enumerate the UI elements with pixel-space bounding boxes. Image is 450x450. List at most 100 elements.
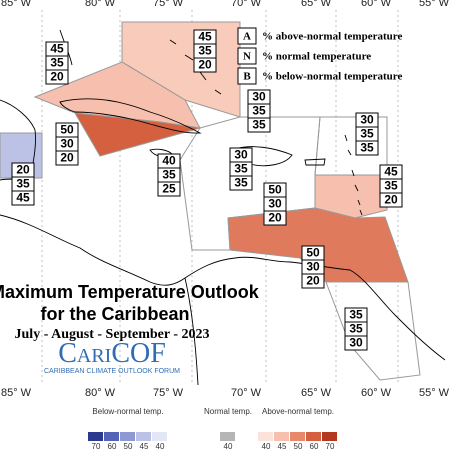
longitude-labels-bottom: 85° W 80° W 75° W 70° W 65° W 60° W 55° W	[1, 387, 450, 399]
box-value: 35	[349, 308, 363, 322]
box-value: 50	[60, 123, 74, 137]
box-value: 45	[50, 42, 64, 56]
longitude-label: 75° W	[153, 387, 184, 399]
longitude-label: 60° W	[361, 387, 392, 399]
box-value: 30	[360, 113, 374, 127]
box-value: 20	[60, 151, 74, 165]
scale-tick: 70	[326, 442, 335, 450]
box-value: 30	[306, 260, 320, 274]
scale-tick: 60	[108, 442, 117, 450]
box-value: 35	[234, 176, 248, 190]
scale-swatch	[120, 432, 135, 441]
box-value: 20	[198, 58, 212, 72]
legend-text: % normal temperature	[262, 51, 371, 63]
scale-swatch	[290, 432, 305, 441]
box-value: 35	[252, 118, 266, 132]
box-value: 35	[384, 179, 398, 193]
box-cell	[157, 181, 181, 197]
box-cell	[193, 57, 217, 73]
legend-key	[237, 27, 257, 45]
logo: CariCOF	[58, 338, 166, 369]
longitude-label: 80° W	[85, 387, 116, 399]
legend-letter: B	[243, 71, 251, 83]
scale-swatch	[136, 432, 151, 441]
scale-tick: 40	[156, 442, 165, 450]
box-value: 35	[360, 141, 374, 155]
box-value: 30	[268, 197, 282, 211]
box-value: 40	[162, 154, 176, 168]
box-cell	[247, 117, 271, 133]
period: July - August - September - 2023	[15, 327, 210, 342]
box-value: 50	[306, 246, 320, 260]
scale-swatch	[104, 432, 119, 441]
box-value: 20	[50, 70, 64, 84]
box-value: 30	[349, 336, 363, 350]
scale-label: Above-normal temp.	[262, 407, 334, 416]
scale-tick: 70	[92, 442, 101, 450]
scale-swatch	[152, 432, 167, 441]
longitude-labels-top: 85° W 80° W 75° W 70° W 65° W 60° W 55° W	[1, 0, 450, 9]
scale-tick: 50	[294, 442, 303, 450]
scale-label: Below-normal temp.	[92, 407, 163, 416]
longitude-label: 70° W	[231, 0, 262, 9]
logo-tagline: CARIBBEAN CLIMATE OUTLOOK FORUM	[44, 368, 180, 375]
scale-swatch	[274, 432, 289, 441]
scale-tick: 40	[262, 442, 271, 450]
box-value: 35	[198, 44, 212, 58]
legend-key	[237, 47, 257, 65]
box-cell	[45, 69, 69, 85]
box-value: 35	[360, 127, 374, 141]
scale-tick: 45	[278, 442, 287, 450]
longitude-label: 85° W	[1, 387, 32, 399]
color-scale: Below-normal temp. 70 60 50 45 40 Normal temp.…	[88, 407, 337, 450]
scale-tick: 60	[310, 442, 319, 450]
box-cell	[379, 192, 403, 208]
box-value: 30	[234, 148, 248, 162]
scale-tick: 50	[124, 442, 133, 450]
box-cell	[344, 335, 368, 351]
longitude-label: 55° W	[419, 387, 450, 399]
title: Maximum Temperature Outlook	[0, 282, 260, 302]
box-value: 20	[16, 163, 30, 177]
box-value: 35	[50, 56, 64, 70]
box-value: 35	[349, 322, 363, 336]
box-cell	[301, 273, 325, 289]
scale-swatch	[258, 432, 273, 441]
longitude-label: 75° W	[153, 0, 184, 9]
box-cell	[55, 150, 79, 166]
box-cell	[11, 190, 35, 206]
box-value: 45	[16, 191, 30, 205]
scale-swatch	[88, 432, 103, 441]
forecast-regions	[0, 21, 421, 381]
longitude-label: 65° W	[301, 0, 332, 9]
scale-swatch	[220, 432, 235, 441]
subtitle: for the Caribbean	[40, 304, 189, 324]
legend-key	[237, 67, 257, 85]
box-cell	[229, 175, 253, 191]
legend-text: % above-normal temperature	[262, 31, 402, 43]
scale-tick: 40	[224, 442, 233, 450]
legend-letter: N	[243, 51, 251, 63]
box-cell	[263, 210, 287, 226]
longitude-label: 65° W	[301, 387, 332, 399]
scale-label: Normal temp.	[204, 407, 252, 416]
box-value: 25	[162, 182, 176, 196]
box-value: 20	[268, 211, 282, 225]
box-value: 50	[268, 183, 282, 197]
box-value: 20	[306, 274, 320, 288]
scale-swatch	[322, 432, 337, 441]
legend: A % above-normal temperature N % normal tem…	[237, 27, 402, 85]
box-value: 35	[162, 168, 176, 182]
box-value: 30	[60, 137, 74, 151]
box-cell	[355, 140, 379, 156]
legend-letter: A	[243, 31, 251, 43]
box-value: 35	[252, 104, 266, 118]
box-value: 45	[384, 165, 398, 179]
longitude-label: 60° W	[361, 0, 392, 9]
box-value: 30	[252, 90, 266, 104]
legend-text: % below-normal temperature	[262, 71, 402, 83]
box-value: 35	[16, 177, 30, 191]
scale-swatch	[306, 432, 321, 441]
